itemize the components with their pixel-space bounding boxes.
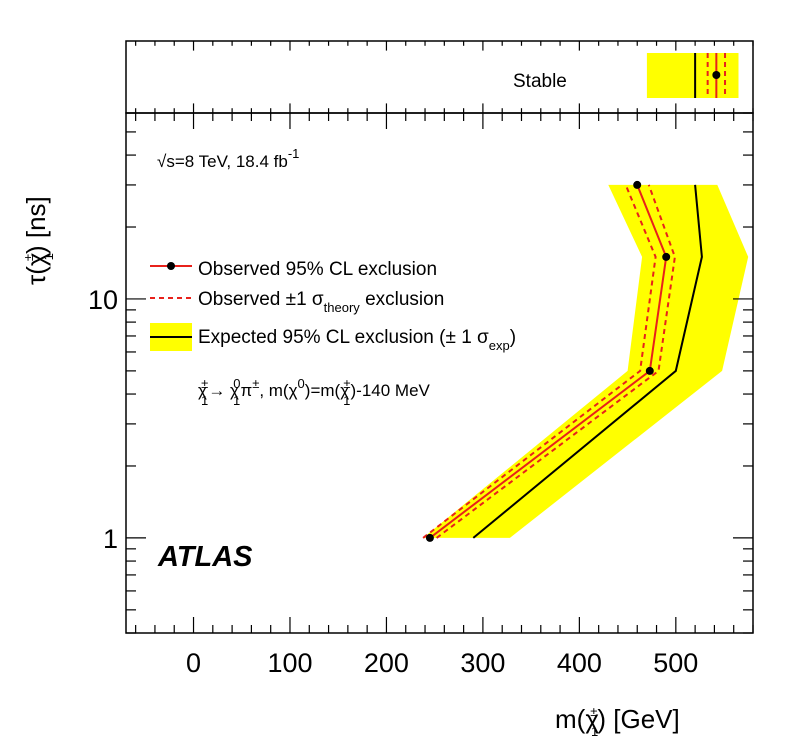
axis-ticks-layer <box>126 41 754 634</box>
series-line-1 <box>422 184 657 539</box>
series-line-0 <box>429 184 668 539</box>
x-tick-label: 500 <box>653 648 698 678</box>
observed-markers-layer <box>425 180 671 542</box>
legend-graphics-layer <box>150 262 192 351</box>
legend-label-observed: Observed 95% CL exclusion <box>198 259 437 280</box>
stable-label: Stable <box>513 71 567 92</box>
y-tick-label: 10 <box>88 285 118 315</box>
series-line-3 <box>472 184 703 539</box>
observed-point-0 <box>425 533 434 542</box>
legend-observed-marker <box>167 262 175 270</box>
stable-observed-point <box>712 71 721 79</box>
observed-point-1 <box>645 366 654 375</box>
x-tick-label: 100 <box>267 648 312 678</box>
expected-band-layer <box>423 184 749 538</box>
energy-annotation: √s=8 TeV, 18.4 fb-1 <box>157 146 299 171</box>
main-panel-frame <box>125 112 754 634</box>
expected-band <box>423 184 749 538</box>
decay-annotation: χ 1±→ χ 10π±, m(χ0)=m(χ 1±)-140 MeV <box>198 376 431 408</box>
x-tick-label: 200 <box>364 648 409 678</box>
observed-point-3 <box>633 180 642 189</box>
observed-point-2 <box>662 252 671 261</box>
x-axis-title: m(χ1±) [GeV] <box>555 704 680 739</box>
legend-label-expected: Expected 95% CL exclusion (± 1 σexp) <box>198 327 516 353</box>
series-line-2 <box>435 184 676 539</box>
legend-label-theory: Observed ±1 σtheory exclusion <box>198 289 444 315</box>
x-tick-label: 0 <box>186 648 201 678</box>
y-tick-label: 1 <box>103 524 118 554</box>
stable-expected-band <box>646 53 739 98</box>
series-lines-layer <box>422 184 703 539</box>
stable-panel-layer <box>646 53 739 98</box>
x-tick-label: 300 <box>460 648 505 678</box>
x-tick-label: 400 <box>557 648 602 678</box>
atlas-label: ATLAS <box>157 541 253 573</box>
y-axis-title: τ(χ1±) [ns] <box>21 196 56 285</box>
